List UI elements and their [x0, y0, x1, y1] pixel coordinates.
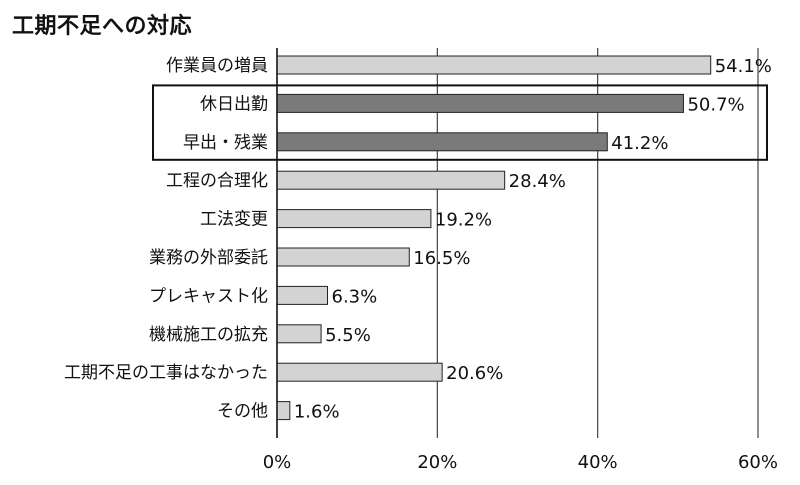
category-label: 早出・残業	[183, 133, 268, 153]
category-label: 工程の合理化	[166, 171, 268, 191]
highlight-box	[152, 84, 768, 161]
bar	[276, 247, 410, 267]
value-label: 19.2%	[435, 210, 492, 231]
bar	[276, 132, 608, 152]
value-label: 5.5%	[325, 325, 371, 346]
value-label: 1.6%	[294, 402, 340, 423]
category-label: 作業員の増員	[166, 56, 268, 76]
bar	[276, 362, 443, 382]
bar	[276, 55, 712, 75]
chart-title: 工期不足への対応	[12, 14, 193, 39]
x-tick-label: 40%	[578, 452, 618, 473]
bar	[276, 170, 506, 190]
category-label: 業務の外部委託	[149, 248, 268, 268]
x-tick-label: 0%	[263, 452, 292, 473]
value-label: 50.7%	[687, 94, 744, 115]
bar	[276, 209, 432, 229]
value-label: 6.3%	[332, 286, 378, 307]
bar	[276, 285, 329, 305]
value-label: 20.6%	[446, 363, 503, 384]
bar	[276, 93, 684, 113]
x-tick-label: 60%	[738, 452, 778, 473]
category-label: 機械施工の拡充	[149, 325, 268, 345]
value-label: 54.1%	[715, 56, 772, 77]
value-label: 16.5%	[413, 248, 470, 269]
value-label: 41.2%	[611, 133, 668, 154]
category-label: 休日出勤	[200, 94, 268, 114]
category-label: 工期不足の工事はなかった	[64, 363, 268, 383]
category-label: その他	[217, 402, 268, 422]
bar	[276, 401, 291, 421]
x-tick-label: 20%	[417, 452, 457, 473]
category-label: 工法変更	[200, 210, 268, 230]
value-label: 28.4%	[509, 171, 566, 192]
category-label: プレキャスト化	[149, 286, 268, 306]
bar	[276, 324, 322, 344]
